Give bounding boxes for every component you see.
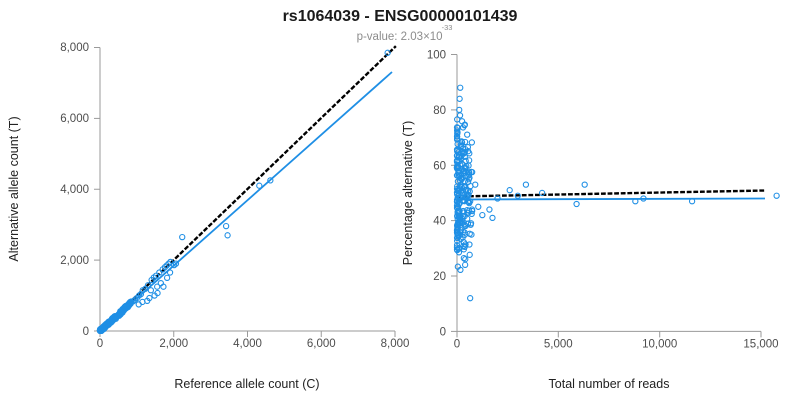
svg-text:6,000: 6,000	[307, 338, 336, 350]
svg-text:15,000: 15,000	[743, 338, 778, 350]
svg-text:80: 80	[433, 105, 446, 117]
svg-text:Percentage alternative (T): Percentage alternative (T)	[401, 121, 415, 266]
svg-text:6,000: 6,000	[60, 113, 89, 125]
svg-text:Alternative allele count (T): Alternative allele count (T)	[7, 116, 21, 261]
svg-text:Total number of reads: Total number of reads	[549, 377, 670, 391]
svg-text:40: 40	[433, 216, 446, 228]
svg-text:8,000: 8,000	[381, 338, 410, 350]
svg-text:4,000: 4,000	[233, 338, 262, 350]
svg-text:0: 0	[83, 326, 89, 338]
svg-text:Reference allele count (C): Reference allele count (C)	[174, 377, 319, 391]
svg-text:100: 100	[427, 50, 446, 62]
svg-text:2,000: 2,000	[159, 338, 188, 350]
svg-text:0: 0	[97, 338, 103, 350]
svg-text:60: 60	[433, 160, 446, 172]
svg-text:20: 20	[433, 271, 446, 283]
svg-text:4,000: 4,000	[60, 184, 89, 196]
svg-text:0: 0	[454, 338, 460, 350]
svg-text:10,000: 10,000	[642, 338, 677, 350]
svg-text:0: 0	[440, 326, 446, 338]
svg-text:2,000: 2,000	[60, 255, 89, 267]
svg-text:8,000: 8,000	[60, 42, 89, 54]
svg-text:5,000: 5,000	[544, 338, 573, 350]
